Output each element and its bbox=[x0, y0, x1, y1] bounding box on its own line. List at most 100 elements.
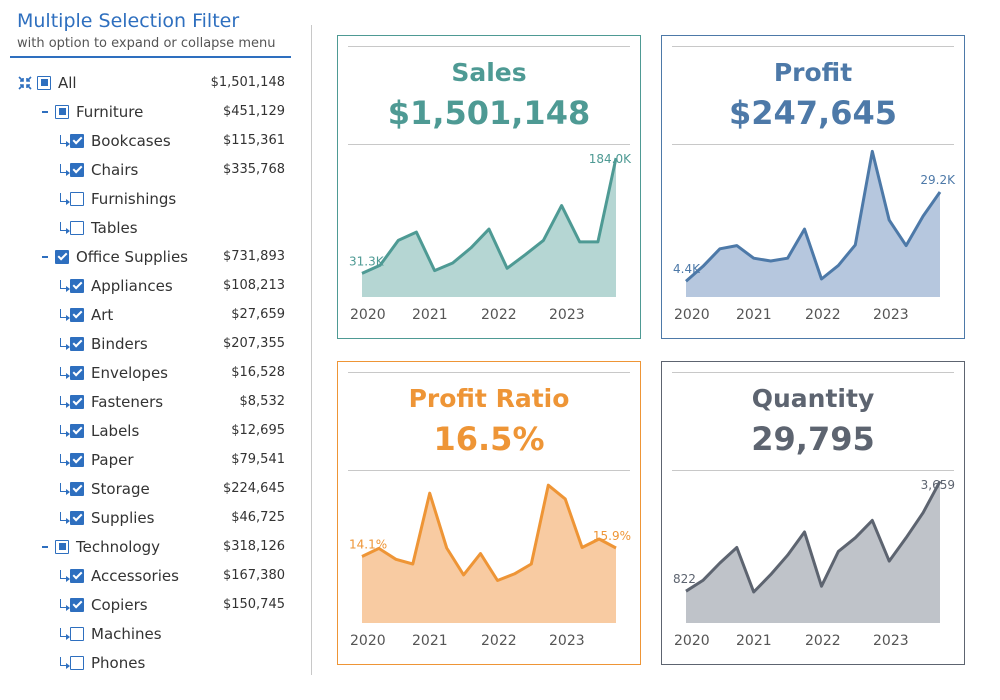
filter-item-amount: $115,361 bbox=[222, 133, 285, 148]
checkbox[interactable] bbox=[70, 568, 84, 583]
filter-item-accessories[interactable]: Accessories $167,380 bbox=[0, 561, 300, 590]
area-fill bbox=[686, 151, 940, 297]
x-tick-label: 2022 bbox=[805, 633, 841, 649]
collapse-dash-icon[interactable] bbox=[42, 255, 48, 258]
filter-item-supplies[interactable]: Supplies $46,725 bbox=[0, 503, 300, 532]
child-arrow-icon bbox=[60, 135, 70, 147]
checkbox[interactable] bbox=[70, 423, 84, 438]
filter-item-art[interactable]: Art $27,659 bbox=[0, 300, 300, 329]
x-tick-label: 2021 bbox=[736, 307, 772, 323]
child-arrow-icon bbox=[60, 570, 70, 582]
filter-item-binders[interactable]: Binders $207,355 bbox=[0, 329, 300, 358]
card-top-divider bbox=[672, 46, 954, 47]
card-mid-divider bbox=[672, 144, 954, 145]
checkbox[interactable] bbox=[70, 626, 84, 641]
filter-item-label: Office Supplies bbox=[76, 247, 189, 266]
sparkline-chart: 2020 2021 2022 2023 14.1% 15.9% bbox=[349, 483, 631, 649]
card-top-divider bbox=[348, 46, 630, 47]
filter-item-label: Fasteners bbox=[91, 392, 164, 411]
checkbox[interactable] bbox=[70, 162, 84, 177]
filter-item-fasteners[interactable]: Fasteners $8,532 bbox=[0, 387, 300, 416]
card-top-divider bbox=[672, 372, 954, 373]
checkbox[interactable] bbox=[70, 278, 84, 293]
child-arrow-icon bbox=[60, 483, 70, 495]
collapse-dash-icon[interactable] bbox=[42, 110, 48, 113]
card-top-divider bbox=[348, 372, 630, 373]
card-kpi-value: 16.5% bbox=[433, 420, 545, 458]
filter-item-tables[interactable]: Tables bbox=[0, 213, 300, 242]
filter-item-label: Storage bbox=[91, 479, 150, 498]
x-tick-label: 2021 bbox=[412, 307, 448, 323]
card-title: Quantity bbox=[751, 384, 875, 413]
filter-item-amount: $731,893 bbox=[222, 249, 285, 264]
x-tick-label: 2023 bbox=[549, 307, 585, 323]
x-tick-label: 2020 bbox=[350, 633, 386, 649]
checkbox[interactable] bbox=[70, 220, 84, 235]
filter-item-furnishings[interactable]: Furnishings bbox=[0, 184, 300, 213]
filter-item-amount: $335,768 bbox=[222, 162, 285, 177]
sales-card: Sales $1,501,148 2020 2021 2022 2023 31.3K 184.… bbox=[337, 35, 641, 339]
filter-item-chairs[interactable]: Chairs $335,768 bbox=[0, 155, 300, 184]
checkbox[interactable] bbox=[70, 307, 84, 322]
filter-item-phones[interactable]: Phones bbox=[0, 648, 300, 677]
card-title: Profit bbox=[773, 58, 853, 87]
expand-collapse-icon[interactable] bbox=[18, 75, 32, 90]
checkbox[interactable] bbox=[70, 191, 84, 206]
x-tick-label: 2021 bbox=[736, 633, 772, 649]
filter-item-label: Bookcases bbox=[91, 131, 171, 150]
card-kpi-value: $1,501,148 bbox=[387, 94, 591, 132]
checkbox[interactable] bbox=[70, 452, 84, 467]
filter-item-technology[interactable]: Technology $318,126 bbox=[0, 532, 300, 561]
checkbox[interactable] bbox=[70, 510, 84, 525]
filter-item-envelopes[interactable]: Envelopes $16,528 bbox=[0, 358, 300, 387]
filter-item-machines[interactable]: Machines bbox=[0, 619, 300, 648]
end-data-label: 184.0K bbox=[589, 152, 632, 166]
filter-item-amount: $1,501,148 bbox=[210, 75, 285, 90]
filter-item-label: All bbox=[58, 73, 77, 92]
filter-item-label: Labels bbox=[91, 421, 140, 440]
filter-item-furniture[interactable]: Furniture $451,129 bbox=[0, 97, 300, 126]
filter-item-label: Appliances bbox=[91, 276, 173, 295]
sparkline-chart: 2020 2021 2022 2023 4.4K 29.2K bbox=[673, 149, 956, 323]
filter-item-paper[interactable]: Paper $79,541 bbox=[0, 445, 300, 474]
checkbox[interactable] bbox=[55, 249, 69, 264]
filter-item-label: Supplies bbox=[91, 508, 155, 527]
card-title: Sales bbox=[451, 58, 527, 87]
checkbox[interactable] bbox=[55, 539, 69, 554]
filter-item-label: Art bbox=[91, 305, 114, 324]
checkbox[interactable] bbox=[37, 75, 51, 90]
checkbox[interactable] bbox=[70, 481, 84, 496]
checkbox[interactable] bbox=[55, 104, 69, 119]
filter-item-office-supplies[interactable]: Office Supplies $731,893 bbox=[0, 242, 300, 271]
filter-title: Multiple Selection Filter bbox=[17, 10, 240, 32]
card-kpi-value: $247,645 bbox=[728, 94, 897, 132]
filter-item-all[interactable]: All $1,501,148 bbox=[0, 68, 300, 97]
area-fill bbox=[686, 481, 940, 623]
filter-item-amount: $207,355 bbox=[222, 336, 285, 351]
checkbox[interactable] bbox=[70, 597, 84, 612]
filter-item-amount: $79,541 bbox=[231, 452, 285, 467]
filter-item-amount: $108,213 bbox=[222, 278, 285, 293]
checkbox[interactable] bbox=[70, 655, 84, 670]
filter-item-storage[interactable]: Storage $224,645 bbox=[0, 474, 300, 503]
child-arrow-icon bbox=[60, 628, 70, 640]
child-arrow-icon bbox=[60, 396, 70, 408]
checkbox[interactable] bbox=[70, 336, 84, 351]
filter-item-amount: $16,528 bbox=[231, 365, 285, 380]
filter-item-label: Envelopes bbox=[91, 363, 168, 382]
filter-item-appliances[interactable]: Appliances $108,213 bbox=[0, 271, 300, 300]
checkbox[interactable] bbox=[70, 133, 84, 148]
checkbox[interactable] bbox=[70, 394, 84, 409]
sparkline-chart: 2020 2021 2022 2023 31.3K 184.0K bbox=[349, 152, 632, 323]
filter-item-labels[interactable]: Labels $12,695 bbox=[0, 416, 300, 445]
card-title: Profit Ratio bbox=[408, 384, 570, 413]
x-tick-label: 2022 bbox=[805, 307, 841, 323]
collapse-dash-icon[interactable] bbox=[42, 545, 48, 548]
filter-item-amount: $451,129 bbox=[222, 104, 285, 119]
x-tick-label: 2020 bbox=[674, 307, 710, 323]
checkbox[interactable] bbox=[70, 365, 84, 380]
filter-item-amount: $318,126 bbox=[222, 539, 285, 554]
filter-item-bookcases[interactable]: Bookcases $115,361 bbox=[0, 126, 300, 155]
start-data-label: 31.3K bbox=[349, 254, 385, 268]
filter-item-copiers[interactable]: Copiers $150,745 bbox=[0, 590, 300, 619]
